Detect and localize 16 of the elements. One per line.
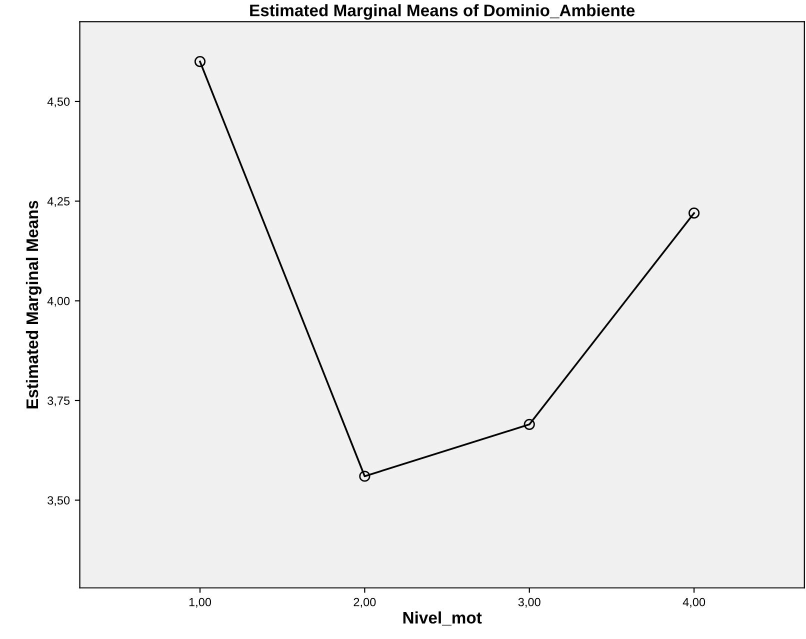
point (359, 470, 370, 482)
x-axis-title: Nivel_mot (403, 611, 482, 626)
x-tick-label: 3,00 (518, 598, 540, 608)
y-tick-label: 4,25 (47, 197, 70, 207)
x-tick-label: 4,00 (682, 598, 706, 608)
y-tick-label: 4,00 (47, 296, 70, 307)
point (524, 418, 535, 430)
y-tick-label: 3,50 (48, 496, 70, 506)
point (688, 208, 700, 219)
x-tick-label: 1,00 (189, 598, 212, 608)
chart-title: Estimated Marginal Means of Dominio_Ambiente (250, 4, 635, 20)
y-axis-title: Estimated Marginal Means (26, 200, 42, 408)
point (194, 56, 206, 68)
x-tick-label: 2,00 (354, 598, 376, 608)
y-tick-label: 3,75 (48, 396, 70, 406)
y-tick-label: 4,50 (47, 98, 70, 108)
